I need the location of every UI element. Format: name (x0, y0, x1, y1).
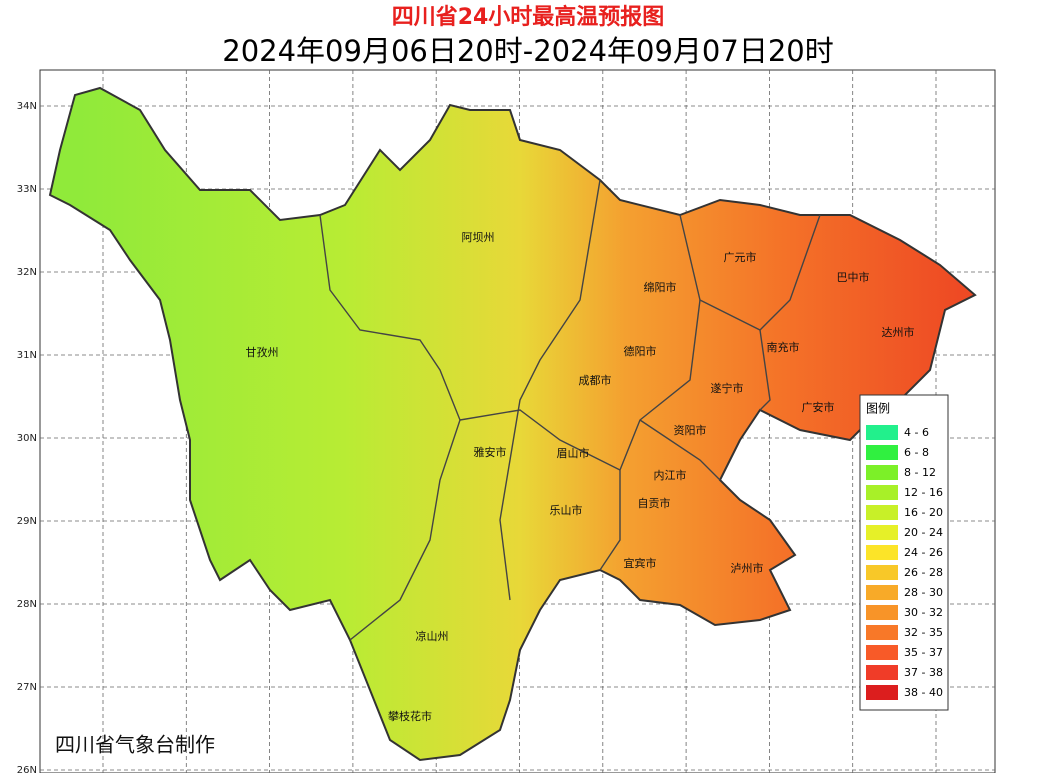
region-label: 德阳市 (624, 344, 657, 358)
region-label: 凉山州 (416, 629, 449, 643)
legend-swatch (866, 625, 898, 640)
lat-label: 31N (17, 350, 37, 361)
legend-swatch (866, 465, 898, 480)
region-borders (319, 179, 821, 641)
legend-swatch (866, 445, 898, 460)
region-labels: 阿坝州 甘孜州 广元市 巴中市 绵阳市 达州市 德阳市 南充市 成都市 遂宁市 … (246, 230, 915, 723)
region-label: 广元市 (724, 250, 757, 264)
legend-swatch (866, 505, 898, 520)
province-outline (48, 86, 977, 762)
legend-label: 20 - 24 (904, 526, 943, 539)
title: 四川省24小时最高温预报图 (392, 4, 665, 30)
legend-label: 8 - 12 (904, 466, 936, 479)
legend: 图例 4 - 6 6 - 8 8 - 12 12 - 16 16 - 20 20 - 24… (859, 394, 949, 711)
legend-swatch (866, 585, 898, 600)
region-label: 达州市 (882, 325, 915, 339)
lat-label: 33N (17, 184, 37, 195)
lat-label: 30N (17, 433, 37, 444)
legend-label: 16 - 20 (904, 506, 943, 519)
legend-swatch (866, 645, 898, 660)
region-label: 甘孜州 (246, 345, 279, 359)
legend-label: 30 - 32 (904, 606, 943, 619)
region-label: 巴中市 (837, 270, 870, 284)
region-label: 乐山市 (550, 503, 583, 517)
legend-swatch (866, 605, 898, 620)
legend-label: 32 - 35 (904, 626, 943, 639)
legend-swatch (866, 545, 898, 560)
region-label: 绵阳市 (644, 280, 677, 294)
region-label: 宜宾市 (624, 556, 657, 570)
lat-label: 26N (17, 765, 37, 773)
legend-label: 24 - 26 (904, 546, 943, 559)
legend-swatch (866, 565, 898, 580)
region-label: 自贡市 (638, 496, 671, 510)
legend-swatch (866, 425, 898, 440)
lat-label: 29N (17, 516, 37, 527)
region-label: 眉山市 (557, 446, 590, 460)
region-label: 广安市 (802, 400, 835, 414)
legend-swatch (866, 525, 898, 540)
legend-label: 6 - 8 (904, 446, 929, 459)
lat-label: 28N (17, 599, 37, 610)
legend-swatch (866, 665, 898, 680)
lat-label: 32N (17, 267, 37, 278)
legend-label: 37 - 38 (904, 666, 943, 679)
region-label: 遂宁市 (711, 381, 744, 395)
region-label: 成都市 (579, 373, 612, 387)
legend-label: 26 - 28 (904, 566, 943, 579)
region-label: 内江市 (654, 468, 687, 482)
region-label: 雅安市 (474, 445, 507, 459)
region-label: 阿坝州 (462, 230, 495, 244)
region-label: 攀枝花市 (388, 709, 432, 723)
legend-swatch (866, 685, 898, 700)
legend-label: 28 - 30 (904, 586, 943, 599)
legend-swatch (866, 485, 898, 500)
region-label: 南充市 (767, 340, 800, 354)
lat-label: 27N (17, 682, 37, 693)
legend-label: 12 - 16 (904, 486, 943, 499)
legend-label: 38 - 40 (904, 686, 943, 699)
legend-title: 图例 (866, 402, 890, 416)
legend-label: 4 - 6 (904, 426, 929, 439)
subtitle: 2024年09月06日20时-2024年09月07日20时 (222, 34, 833, 68)
region-label: 泸州市 (731, 561, 764, 575)
credit: 四川省气象台制作 (55, 733, 215, 757)
legend-label: 35 - 37 (904, 646, 943, 659)
lat-label: 34N (17, 101, 37, 112)
region-label: 资阳市 (674, 423, 707, 437)
